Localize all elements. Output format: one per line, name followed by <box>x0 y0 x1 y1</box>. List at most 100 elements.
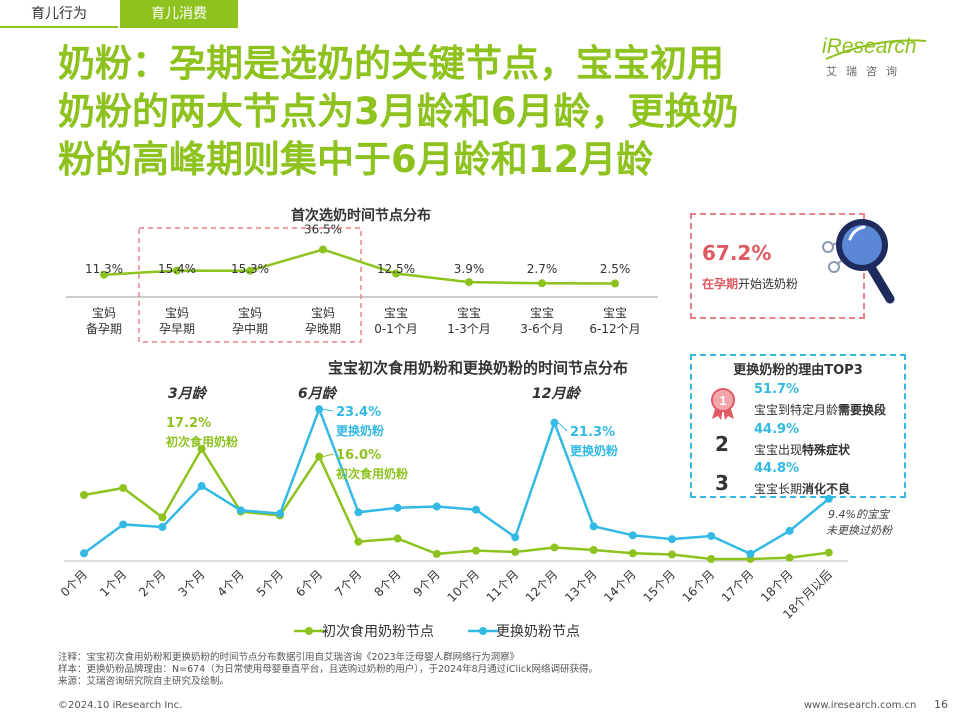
chart2-point <box>158 513 167 522</box>
chart2-point <box>197 444 206 453</box>
chart1-data-label: 3.9% <box>454 262 485 276</box>
chart1-tick-label: 3-6个月 <box>520 322 564 336</box>
chart2-tick-label: 15个月 <box>640 567 678 605</box>
chart2-point <box>824 548 833 557</box>
note-line: 来源：艾瑞咨询研究院自主研究及绘制。 <box>58 676 230 687</box>
page-headline: 奶粉：孕期是选奶的关键节点，宝宝初用 奶粉的两大节点为3月龄和6月龄，更换奶 粉… <box>58 40 858 184</box>
chart2-pct-annotation: 23.4% <box>336 405 381 420</box>
tab-parenting-consumption[interactable]: 育儿消费 <box>120 0 238 28</box>
chart2-point <box>354 537 363 546</box>
chart2-point <box>393 534 402 543</box>
chart2-tick-label: 7个月 <box>332 567 364 599</box>
chart1-tick-label: 宝宝 <box>530 306 554 320</box>
copyright: ©2024.10 iResearch Inc. <box>58 700 183 711</box>
magnifier-icon <box>822 219 895 304</box>
chart2-note-annotation: 未更换过奶粉 <box>826 524 893 537</box>
headline-line-1: 奶粉：孕期是选奶的关键节点，宝宝初用 <box>58 42 724 85</box>
chart1-point <box>319 245 327 254</box>
reason-text-3-pre: 宝宝长期 <box>754 482 803 496</box>
chart2-point <box>393 503 402 512</box>
reason-pct-1: 51.7% <box>754 382 800 397</box>
chart1-data-label: 2.5% <box>600 262 631 276</box>
chart2-age-annotation: 12月龄 <box>532 385 581 402</box>
chart2-leader-line <box>558 422 568 432</box>
chart2-title: 宝宝初次食用奶粉和更换奶粉的时间节点分布 <box>328 359 628 377</box>
chart2-point <box>472 546 480 555</box>
chart2-point <box>707 555 716 563</box>
chart2-tick-label: 0个月 <box>58 567 90 599</box>
reason-rank-3: 3 <box>715 471 729 495</box>
chart1-point <box>173 266 181 275</box>
chart1-point <box>100 270 108 279</box>
chart2-tick-label: 17个月 <box>719 567 757 605</box>
chart2-series-line-1 <box>83 446 829 561</box>
chart1-data-label: 15.4% <box>158 262 196 276</box>
chart1-tick-label: 0-1个月 <box>374 322 418 336</box>
reason-item-3: 3 44.8% 宝宝长期消化不良 <box>692 461 904 501</box>
chart2-point <box>707 531 716 540</box>
callout-percent: 67.2% <box>702 241 772 265</box>
reason-text-2: 宝宝出现特殊症状 <box>754 441 850 458</box>
reason-item-2: 2 44.9% 宝宝出现特殊症状 <box>692 422 904 462</box>
chart2-tick-label: 4个月 <box>215 567 247 599</box>
reason-item-1: 1 51.7% 宝宝到特定月龄需要换段 <box>692 382 904 422</box>
legend-swatch-dot <box>479 627 487 635</box>
chart1-point <box>611 279 619 288</box>
switch-reasons-top3: 更换奶粉的理由TOP3 1 51.7% 宝宝到特定月龄需要换段 2 44.9% … <box>690 354 906 498</box>
chart2-point <box>276 509 284 518</box>
chart2-tick-label: 1个月 <box>97 567 129 599</box>
chart2-tick-label: 8个月 <box>371 567 403 599</box>
chart2-leader-line <box>323 408 334 412</box>
chart2-point <box>746 549 755 558</box>
chart2-point <box>668 550 676 559</box>
chart2-point <box>628 531 637 540</box>
chart1-point <box>465 278 473 287</box>
chart1-tick-label: 孕晚期 <box>305 322 341 336</box>
legend-label: 初次食用奶粉节点 <box>322 623 434 640</box>
medal-icon: 1 <box>711 388 735 420</box>
chart2-label-annotation: 初次食用奶粉 <box>336 466 408 481</box>
chart2-point <box>119 483 128 492</box>
chart1-tick-label: 宝宝 <box>457 306 481 320</box>
chart2-label-annotation: 更换奶粉 <box>570 443 618 458</box>
reason-text-1: 宝宝到特定月龄需要换段 <box>754 401 886 418</box>
tab-parenting-behavior[interactable]: 育儿行为 <box>0 0 118 28</box>
chart1-point <box>246 266 254 275</box>
chart2-tick-label: 9个月 <box>411 567 443 599</box>
page-number: 16 <box>934 698 948 711</box>
chart2-point <box>511 533 520 542</box>
headline-line-3: 粉的高峰期则集中于6月龄和12月龄 <box>58 138 654 181</box>
chart2-point <box>785 553 794 562</box>
chart1-data-label: 11.3% <box>85 262 123 276</box>
legend-swatch-dot <box>305 627 313 635</box>
top3-title: 更换奶粉的理由TOP3 <box>733 363 863 378</box>
site-url[interactable]: www.iresearch.com.cn <box>804 700 917 711</box>
chart2-point <box>354 508 363 517</box>
chart2-tick-label: 13个月 <box>562 567 600 605</box>
footnotes: 注释：宝宝初次食用奶粉和更换奶粉的时间节点分布数据引用自艾瑞咨询《2023年泛母… <box>58 652 598 688</box>
chart2-label-annotation: 更换奶粉 <box>336 423 384 438</box>
chart2-tick-label: 18个月 <box>758 567 796 605</box>
reason-pct-3: 44.8% <box>754 461 800 476</box>
chart2-age-annotation: 6月龄 <box>298 385 338 402</box>
chart2-note-annotation: 9.4%的宝宝 <box>828 508 891 521</box>
chart2-point <box>511 547 520 556</box>
reason-text-3-bold: 消化不良 <box>802 482 851 496</box>
chart2-point <box>80 491 88 499</box>
chart2-tick-label: 2个月 <box>136 567 168 599</box>
reason-text-1-bold: 需要换段 <box>838 403 887 417</box>
chart2-tick-label: 12个月 <box>523 567 561 605</box>
headline-line-2: 奶粉的两大节点为3月龄和6月龄，更换奶 <box>58 90 739 133</box>
chart2-tick-label: 16个月 <box>680 567 718 605</box>
medal-rank: 1 <box>719 393 726 408</box>
reason-text-3: 宝宝长期消化不良 <box>754 480 850 497</box>
chart2-point <box>315 452 324 461</box>
chart2-point <box>628 549 637 558</box>
chart1-tick-label: 孕早期 <box>159 322 195 336</box>
chart2-point <box>589 546 598 555</box>
chart2-point <box>432 502 441 511</box>
chart2-point <box>236 506 245 515</box>
chart1-tick-label: 宝妈 <box>92 306 116 320</box>
reason-pct-2: 44.9% <box>754 422 800 437</box>
chart1-data-label: 36.5% <box>304 223 342 237</box>
